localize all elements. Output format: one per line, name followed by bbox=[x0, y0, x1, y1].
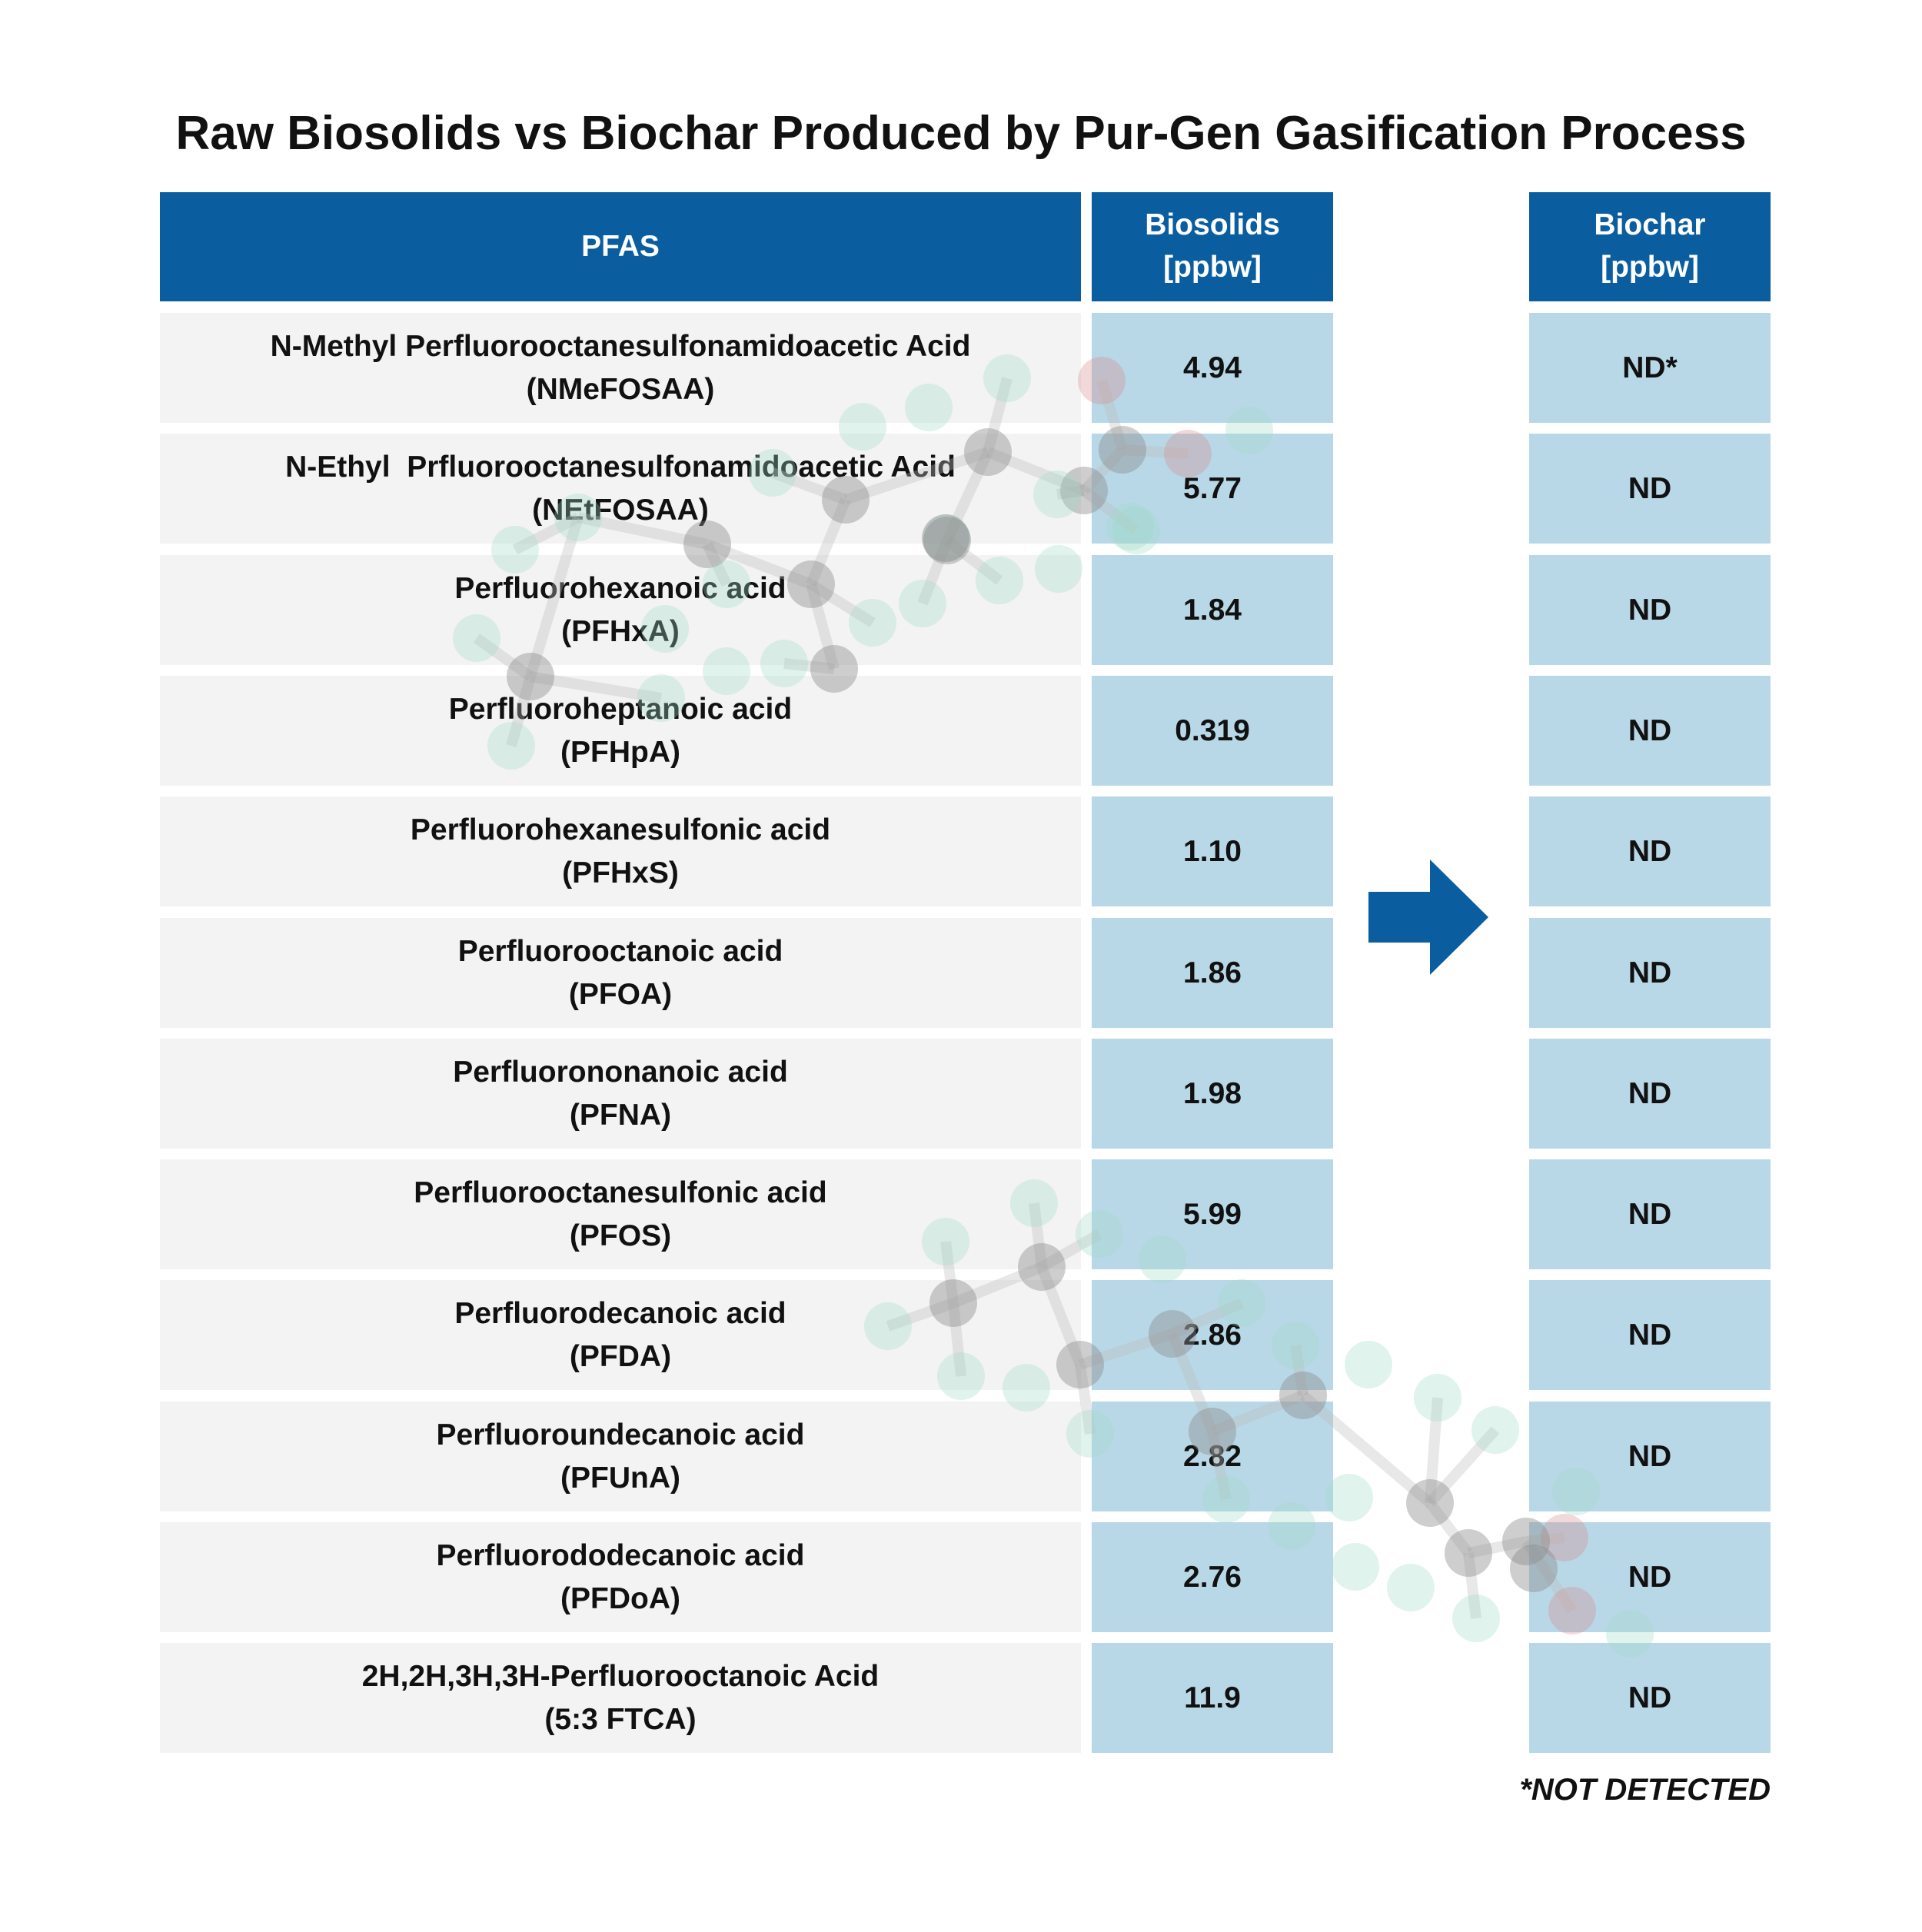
pfas-name-cell: Perfluorononanoic acid (PFNA) bbox=[160, 1039, 1081, 1149]
pfas-abbreviation: (NEtFOSAA) bbox=[532, 493, 709, 527]
header-biochar-line2: [ppbw] bbox=[1601, 251, 1699, 284]
pfas-abbreviation: (PFOA) bbox=[568, 977, 673, 1011]
pfas-name-cell: Perfluorododecanoic acid (PFDoA) bbox=[160, 1522, 1081, 1632]
pfas-name: N-Methyl Perfluorooctanesulfonamidoaceti… bbox=[270, 330, 971, 364]
pfas-name: Perfluorododecanoic acid bbox=[436, 1539, 805, 1573]
pfas-abbreviation: (PFHpA) bbox=[560, 735, 680, 769]
header-biochar: Biochar [ppbw] bbox=[1529, 192, 1771, 301]
pfas-abbreviation: (PFHxA) bbox=[561, 614, 680, 648]
biochar-value: ND* bbox=[1529, 313, 1771, 423]
biosolids-value: 1.86 bbox=[1092, 918, 1333, 1028]
pfas-name-cell: N-Methyl Perfluorooctanesulfonamidoaceti… bbox=[160, 313, 1081, 423]
pfas-abbreviation: (PFDoA) bbox=[560, 1581, 680, 1615]
pfas-name: N-Ethyl Prfluorooctanesulfonamidoacetic … bbox=[285, 451, 956, 484]
pfas-name: Perfluorohexanesulfonic acid bbox=[410, 813, 831, 847]
pfas-abbreviation: (PFHxS) bbox=[562, 856, 679, 890]
pfas-name-cell: Perfluorodecanoic acid (PFDA) bbox=[160, 1280, 1081, 1390]
biochar-value: ND bbox=[1529, 1039, 1771, 1149]
biosolids-value: 0.319 bbox=[1092, 676, 1333, 786]
biosolids-value: 2.86 bbox=[1092, 1280, 1333, 1390]
biochar-value: ND bbox=[1529, 1159, 1771, 1269]
pfas-abbreviation: (PFUnA) bbox=[560, 1461, 680, 1495]
table-row: Perfluoroundecanoic acid (PFUnA) 2.82 ND bbox=[0, 1402, 1922, 1511]
biochar-value: ND bbox=[1529, 1522, 1771, 1632]
biosolids-value: 5.99 bbox=[1092, 1159, 1333, 1269]
pfas-name: Perfluorodecanoic acid bbox=[454, 1297, 786, 1331]
biochar-value: ND bbox=[1529, 1643, 1771, 1753]
pfas-abbreviation: (5:3 FTCA) bbox=[544, 1702, 697, 1736]
pfas-name-cell: Perfluorohexanoic acid (PFHxA) bbox=[160, 555, 1081, 665]
table-row: Perfluorodecanoic acid (PFDA) 2.86 ND bbox=[0, 1280, 1922, 1390]
header-biosolids-line1: Biosolids bbox=[1145, 208, 1280, 242]
biosolids-value: 1.84 bbox=[1092, 555, 1333, 665]
pfas-abbreviation: (NMeFOSAA) bbox=[526, 372, 715, 406]
biosolids-value: 2.82 bbox=[1092, 1402, 1333, 1511]
header-biosolids-line2: [ppbw] bbox=[1163, 251, 1262, 284]
pfas-name: Perfluorooctanesulfonic acid bbox=[414, 1176, 827, 1210]
pfas-name-cell: N-Ethyl Prfluorooctanesulfonamidoacetic … bbox=[160, 434, 1081, 544]
table-row: Perfluorooctanoic acid (PFOA) 1.86 ND bbox=[0, 918, 1922, 1028]
pfas-name-cell: 2H,2H,3H,3H-Perfluorooctanoic Acid (5:3 F… bbox=[160, 1643, 1081, 1753]
table-row: Perfluorononanoic acid (PFNA) 1.98 ND bbox=[0, 1039, 1922, 1149]
biochar-value: ND bbox=[1529, 1280, 1771, 1390]
pfas-name-cell: Perfluoroheptanoic acid (PFHpA) bbox=[160, 676, 1081, 786]
header-pfas: PFAS bbox=[160, 192, 1081, 301]
right-arrow-icon bbox=[1368, 860, 1488, 975]
pfas-name: Perfluorooctanoic acid bbox=[457, 935, 783, 969]
footnote: *NOT DETECTED bbox=[1519, 1773, 1771, 1807]
biosolids-value: 11.9 bbox=[1092, 1643, 1333, 1753]
pfas-name: 2H,2H,3H,3H-Perfluorooctanoic Acid bbox=[361, 1660, 880, 1694]
table-row: N-Ethyl Prfluorooctanesulfonamidoacetic … bbox=[0, 434, 1922, 544]
table-row: 2H,2H,3H,3H-Perfluorooctanoic Acid (5:3 F… bbox=[0, 1643, 1922, 1753]
biochar-value: ND bbox=[1529, 796, 1771, 906]
biochar-value: ND bbox=[1529, 1402, 1771, 1511]
pfas-name: Perfluorononanoic acid bbox=[453, 1056, 788, 1089]
page-title: Raw Biosolids vs Biochar Produced by Pur… bbox=[175, 107, 1747, 160]
table-row: Perfluoroheptanoic acid (PFHpA) 0.319 ND bbox=[0, 676, 1922, 786]
pfas-name: Perfluorohexanoic acid bbox=[454, 572, 786, 606]
biosolids-value: 1.98 bbox=[1092, 1039, 1333, 1149]
biochar-value: ND bbox=[1529, 434, 1771, 544]
pfas-name: Perfluoroundecanoic acid bbox=[436, 1418, 805, 1452]
table-row: N-Methyl Perfluorooctanesulfonamidoaceti… bbox=[0, 313, 1922, 423]
table-row: Perfluorohexanesulfonic acid (PFHxS) 1.10 N… bbox=[0, 796, 1922, 906]
header-biochar-line1: Biochar bbox=[1594, 208, 1706, 242]
biochar-value: ND bbox=[1529, 676, 1771, 786]
biosolids-value: 4.94 bbox=[1092, 313, 1333, 423]
pfas-name-cell: Perfluorooctanesulfonic acid (PFOS) bbox=[160, 1159, 1081, 1269]
pfas-abbreviation: (PFDA) bbox=[569, 1339, 672, 1373]
header-biosolids: Biosolids [ppbw] bbox=[1092, 192, 1333, 301]
biosolids-value: 5.77 bbox=[1092, 434, 1333, 544]
pfas-name: Perfluoroheptanoic acid bbox=[448, 693, 793, 727]
biosolids-value: 2.76 bbox=[1092, 1522, 1333, 1632]
header-pfas-label: PFAS bbox=[581, 229, 660, 263]
pfas-name-cell: Perfluorooctanoic acid (PFOA) bbox=[160, 918, 1081, 1028]
biochar-value: ND bbox=[1529, 555, 1771, 665]
biosolids-value: 1.10 bbox=[1092, 796, 1333, 906]
biochar-value: ND bbox=[1529, 918, 1771, 1028]
pfas-abbreviation: (PFOS) bbox=[569, 1219, 672, 1252]
pfas-abbreviation: (PFNA) bbox=[569, 1098, 672, 1132]
pfas-name-cell: Perfluoroundecanoic acid (PFUnA) bbox=[160, 1402, 1081, 1511]
table-row: Perfluorooctanesulfonic acid (PFOS) 5.99 ND bbox=[0, 1159, 1922, 1269]
table-row: Perfluorohexanoic acid (PFHxA) 1.84 ND bbox=[0, 555, 1922, 665]
table-row: Perfluorododecanoic acid (PFDoA) 2.76 ND bbox=[0, 1522, 1922, 1632]
pfas-name-cell: Perfluorohexanesulfonic acid (PFHxS) bbox=[160, 796, 1081, 906]
